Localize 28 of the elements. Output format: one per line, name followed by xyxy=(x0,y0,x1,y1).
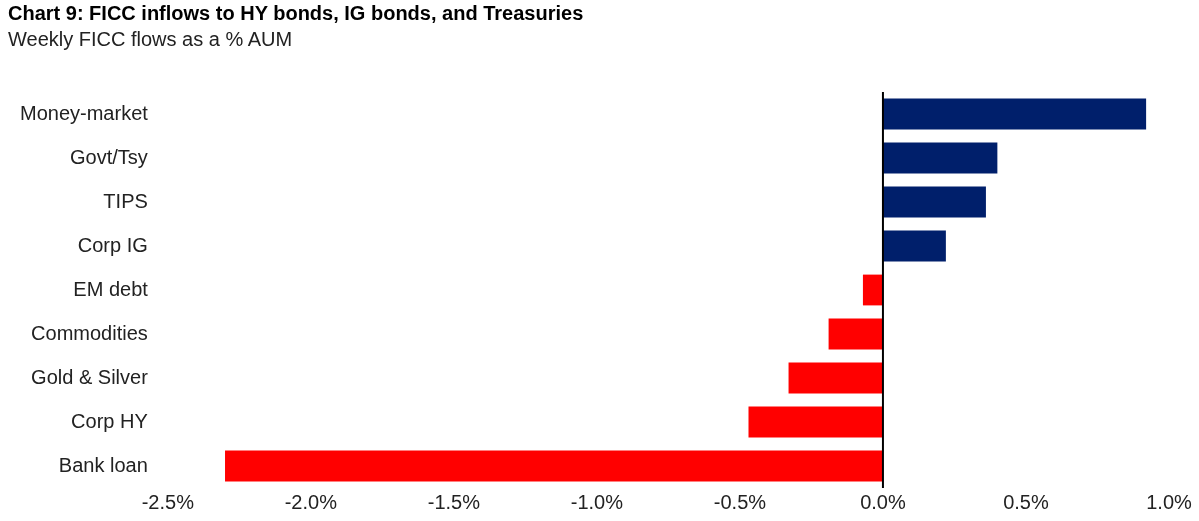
y-tick-label: Commodities xyxy=(31,321,148,344)
chart-title: Chart 9: FICC inflows to HY bonds, IG bonds, and Treasuries xyxy=(8,2,584,25)
y-tick-label: Corp HY xyxy=(71,409,148,432)
y-tick-label: Govt/Tsy xyxy=(70,145,148,168)
y-tick-label: Gold & Silver xyxy=(31,365,149,388)
bar xyxy=(828,318,883,350)
x-tick-label: 0.5% xyxy=(1003,490,1049,513)
x-tick-label: -1.5% xyxy=(427,490,481,513)
y-tick-label: Corp IG xyxy=(77,233,148,256)
bar xyxy=(882,98,1147,130)
bar xyxy=(748,406,883,438)
x-tick-label: -2.0% xyxy=(284,490,338,513)
y-tick-label: Bank loan xyxy=(58,453,148,476)
y-tick-label: TIPS xyxy=(103,189,148,212)
bar xyxy=(882,230,946,262)
chart-subtitle: Weekly FICC flows as a % AUM xyxy=(8,28,293,51)
bar xyxy=(788,362,883,394)
x-tick-label: -1.0% xyxy=(570,490,624,513)
bar xyxy=(225,450,883,482)
x-tick-label: 0.0% xyxy=(860,490,906,513)
bar xyxy=(882,142,998,174)
y-tick-label: EM debt xyxy=(73,277,149,300)
x-tick-label: -0.5% xyxy=(713,490,767,513)
x-tick-label: 1.0% xyxy=(1146,490,1193,513)
y-tick-label: Money-market xyxy=(20,101,149,124)
bar xyxy=(882,186,986,218)
bar xyxy=(862,274,883,306)
x-tick-label: -2.5% xyxy=(141,490,195,513)
